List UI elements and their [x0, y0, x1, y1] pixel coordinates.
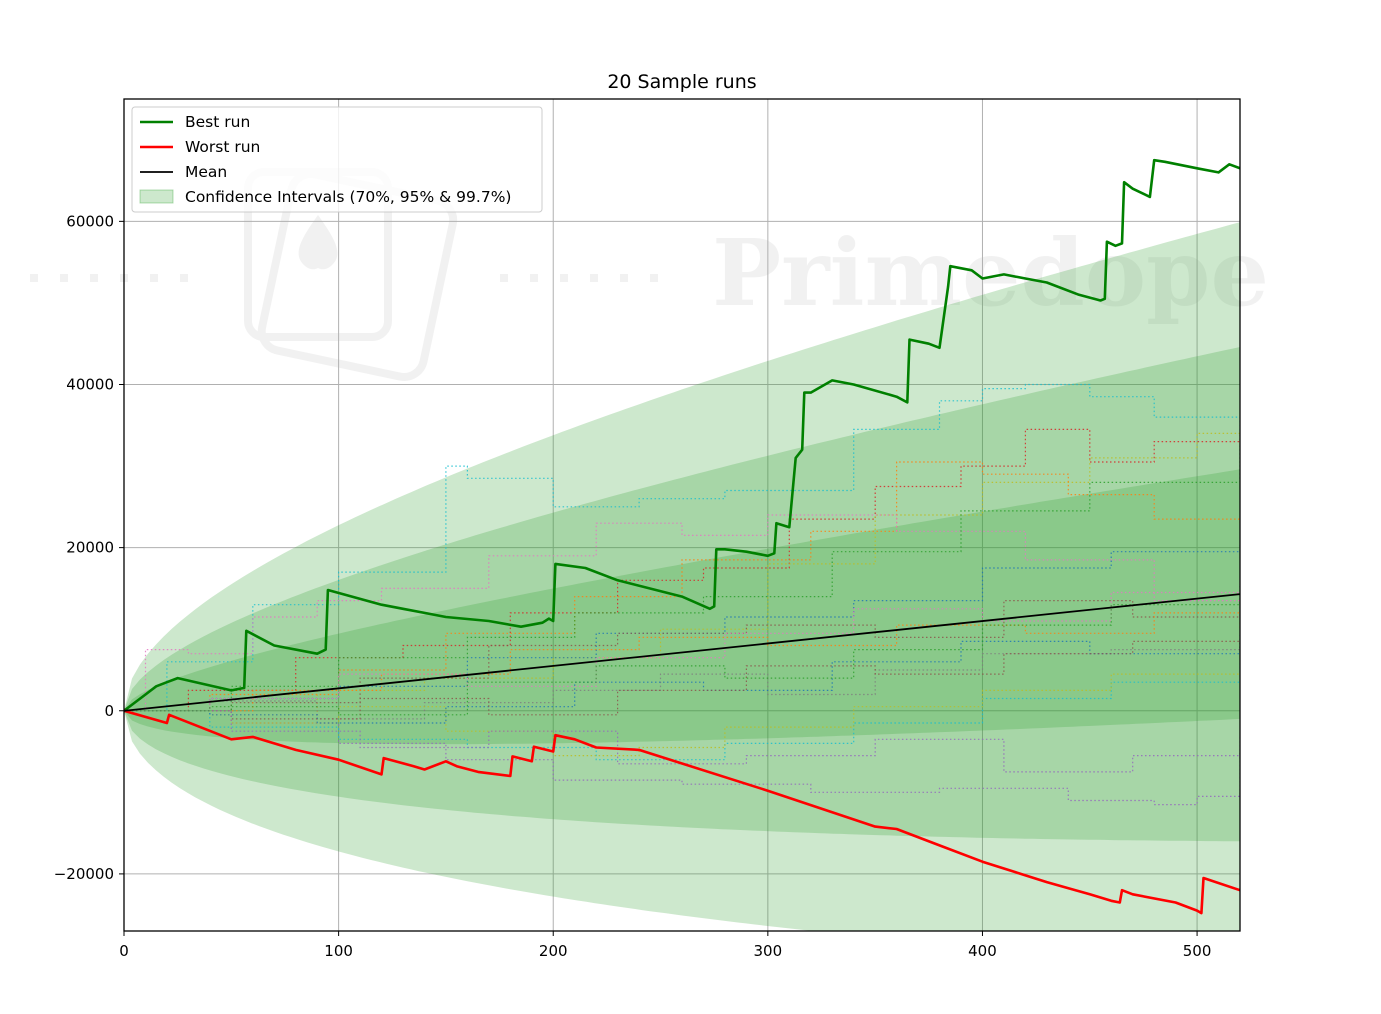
- chart-title: 20 Sample runs: [607, 71, 756, 93]
- x-tick-label-4: 400: [968, 942, 997, 960]
- sample-runs: [124, 383, 1240, 806]
- watermark-text: Primedope: [712, 219, 1269, 327]
- watermark: Primedope: [30, 168, 1269, 381]
- legend-box: [131, 106, 543, 213]
- sample-run-12: [124, 673, 1240, 757]
- plot-area-background: [124, 99, 1240, 931]
- best-run-line: [124, 158, 1240, 712]
- plot-frame: [123, 98, 1241, 932]
- sample-run-15: [124, 640, 1240, 720]
- sample-run-13: [124, 612, 1240, 712]
- mean-line: [124, 593, 1240, 712]
- sample-run-11: [124, 661, 1240, 761]
- legend-label-1: Best run: [185, 113, 250, 131]
- main-lines: [124, 158, 1240, 915]
- sample-run-9: [124, 445, 1240, 712]
- x-tick-label-3: 300: [754, 942, 783, 960]
- y-tick-label-3: 40000: [66, 375, 114, 393]
- sample-run-7: [124, 514, 1240, 712]
- x-tick-label-5: 500: [1183, 942, 1212, 960]
- sample-run-1: [124, 383, 1240, 712]
- legend-label-3: Mean: [185, 163, 227, 181]
- legend: Best run Worst run Mean Confidence Interval…: [131, 106, 543, 213]
- legend-swatch-4: [139, 189, 174, 204]
- y-tick-label-0: −20000: [54, 865, 114, 883]
- x-tick-label-0: 0: [119, 942, 129, 960]
- y-tick-label-2: 20000: [66, 539, 114, 557]
- worst-run-line: [124, 709, 1240, 915]
- legend-label-2: Worst run: [185, 138, 260, 156]
- sample-run-18: [124, 584, 1240, 716]
- legend-label-4: Confidence Intervals (70%, 95% & 99.7%): [185, 188, 511, 206]
- sample-run-17: [124, 710, 1240, 773]
- sample-run-14: [124, 633, 1240, 724]
- x-tick-label-2: 200: [539, 942, 568, 960]
- y-tick-label-1: 0: [104, 702, 114, 720]
- watermark-spade-icon: [298, 215, 338, 270]
- confidence-band-70: [124, 469, 1240, 745]
- x-tick-label-1: 100: [324, 942, 353, 960]
- y-tick-label-4: 60000: [66, 212, 114, 230]
- axis-ticks: 0 100 200 300 400 500 −20000 0 20000 40000 60000: [54, 212, 1212, 960]
- sample-run-2: [124, 428, 1240, 712]
